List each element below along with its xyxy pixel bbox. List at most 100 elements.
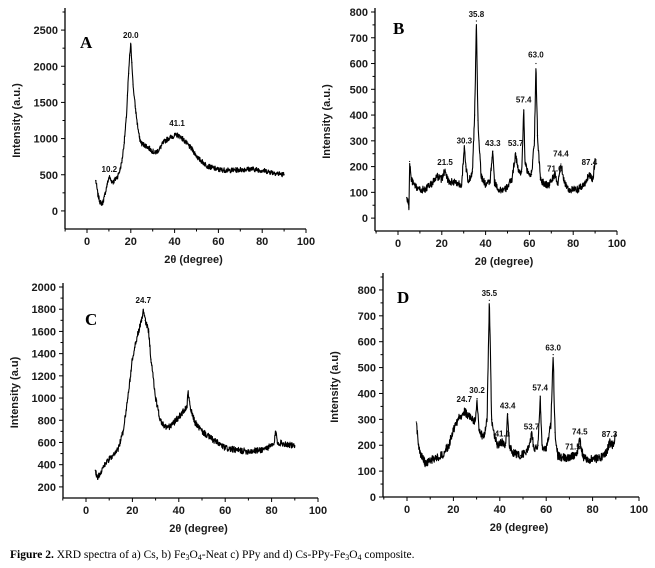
x-axis-title: 2θ (degree) [164,254,223,266]
peak-label: 74.4 [553,149,569,158]
data-point [530,434,533,436]
data-point [530,173,533,175]
data-point [608,442,611,444]
data-point [94,469,96,471]
data-point [564,457,566,459]
peak-label: 43.3 [485,139,501,148]
data-point [108,176,110,178]
data-point [589,458,591,461]
data-point [441,454,443,457]
data-point [474,114,476,116]
data-point [467,181,469,183]
peak-label: 87.3 [602,430,618,439]
data-point [117,447,120,449]
x-tick-label: 100 [309,505,327,517]
data-point [605,452,608,454]
data-point [496,444,499,446]
data-point [554,173,556,175]
x-axis-title: 2θ (degree) [169,523,228,535]
x-tick-label: 60 [523,238,535,250]
data-point [575,454,577,457]
data-point [441,178,443,181]
data-point [217,169,219,171]
data-point [424,462,427,464]
spectrum-line [95,42,285,206]
y-tick-label: 800 [358,285,376,297]
data-point [101,203,103,205]
x-tick-label: 60 [212,236,224,248]
data-point [454,181,456,183]
data-point [550,423,552,426]
y-tick-label: 700 [358,311,376,323]
peak-label: 74.5 [572,427,588,436]
data-point [482,436,485,439]
data-point [149,148,152,151]
data-point [282,442,284,445]
data-point [415,421,417,423]
data-point [557,184,559,186]
data-point [513,452,515,454]
y-tick-label: 0 [370,492,376,504]
peak-label: 87.4 [582,158,598,167]
y-tick-label: 1500 [34,97,58,109]
data-point [521,171,523,173]
data-point [125,116,128,118]
data-point [545,449,547,452]
peak-label: 24.7 [457,395,473,404]
y-tick-label: 800 [350,7,368,19]
data-point [103,464,106,466]
data-point [206,165,209,167]
data-point [594,158,596,160]
data-point [583,184,585,186]
panel-c-chart: 0 20 40 60 80 100 200 400 600 800 1000 1200 1400 1600… [9,282,327,535]
x-tick-label: 0 [395,238,401,250]
data-point [289,444,291,446]
data-point [582,457,584,459]
data-point [131,358,133,360]
data-point [523,109,525,111]
data-point [418,444,420,446]
data-point [408,207,410,209]
data-point [471,418,473,420]
peak-label: 20.0 [123,31,139,40]
data-point [434,457,436,459]
x-axis-title: 2θ (degree) [475,256,534,268]
y-tick-label: 2500 [34,25,58,37]
data-point [163,141,165,143]
data-point [429,460,431,462]
data-point [598,457,601,459]
data-point [261,169,263,172]
data-point [126,94,129,96]
data-point [579,439,581,441]
data-point [478,429,480,431]
data-point [492,150,494,152]
data-point [557,454,559,457]
data-point [187,391,189,394]
peak-label: 53.7 [524,422,540,431]
data-point [474,421,476,423]
y-tick-label: 500 [350,84,368,96]
y-tick-label: 300 [350,136,368,148]
data-point [141,319,143,321]
data-point [95,179,97,182]
y-axis-title: Intensity (a.u.) [321,84,333,159]
y-tick-label: 600 [350,59,368,71]
data-point [186,406,188,408]
data-point [99,201,101,203]
data-point [283,174,285,176]
data-point [498,189,500,191]
peak-label: 71.6 [547,164,563,173]
y-tick-label: 400 [358,388,376,400]
x-tick-label: 80 [256,236,268,248]
data-point [164,426,166,428]
data-point [113,455,115,457]
data-point [410,178,412,181]
data-point [541,444,543,446]
data-point [121,159,123,161]
data-point [563,181,566,183]
data-point [180,136,182,138]
data-point [189,408,191,410]
data-point [150,358,152,360]
y-tick-label: 200 [38,482,56,494]
